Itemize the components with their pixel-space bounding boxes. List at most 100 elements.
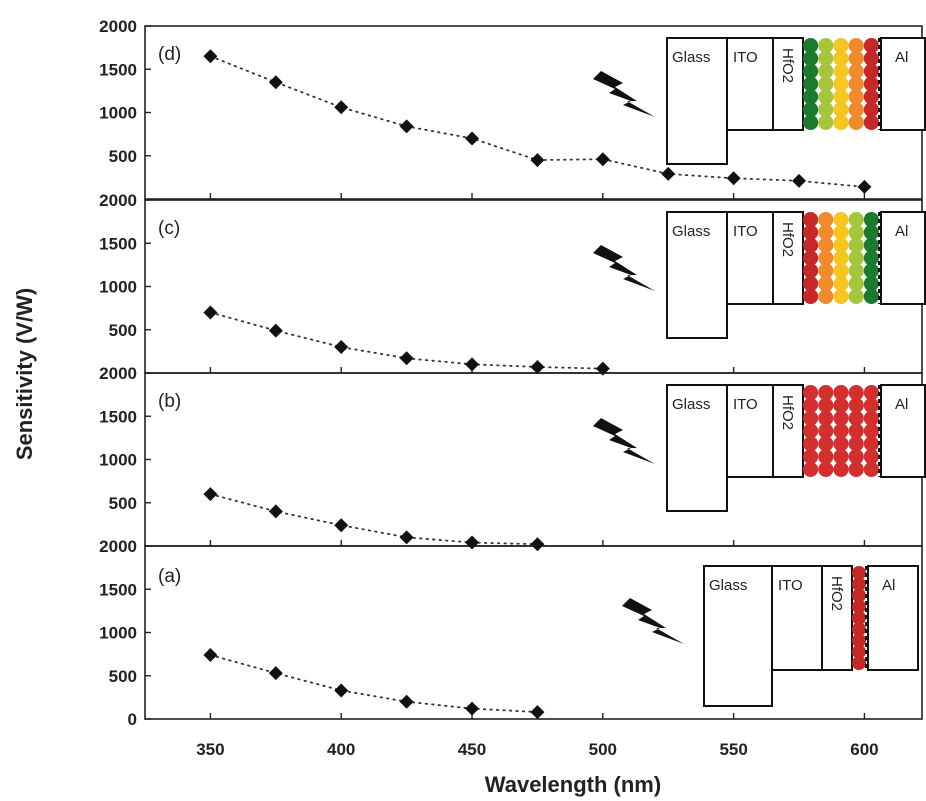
data-point xyxy=(399,119,414,134)
quantum-dot xyxy=(848,114,864,130)
ito-layer xyxy=(726,37,774,131)
quantum-dot xyxy=(803,410,819,426)
quantum-dot xyxy=(863,288,880,304)
quantum-dot xyxy=(848,50,864,66)
x-tick-label: 450 xyxy=(458,740,486,759)
quantum-dot xyxy=(863,224,880,240)
y-tick-label: 0 xyxy=(128,710,137,729)
device-schematic: Glass ITO HfO2 Al xyxy=(666,384,926,512)
quantum-dot xyxy=(833,76,849,92)
quantum-dot xyxy=(818,263,834,279)
quantum-dot xyxy=(863,449,880,465)
panel-label: (c) xyxy=(158,218,180,239)
data-point xyxy=(203,49,218,64)
quantum-dot xyxy=(818,449,834,465)
lightning-icon-shape xyxy=(593,71,655,117)
quantum-dot xyxy=(863,212,880,228)
panel-c: 500 1000 1500 2000 (c) Glass ITO HfO2 Al xyxy=(99,191,926,376)
panel-label: (b) xyxy=(158,391,181,412)
quantum-dot xyxy=(833,410,849,426)
quantum-dot xyxy=(803,461,819,477)
y-tick-label: 500 xyxy=(109,667,137,686)
quantum-dot xyxy=(833,436,849,452)
lightning-icon-shape xyxy=(622,598,684,644)
quantum-dot xyxy=(848,237,864,253)
lightning-icon-shape xyxy=(593,418,655,464)
al-label: Al xyxy=(895,223,908,240)
quantum-dot xyxy=(818,276,834,292)
quantum-dot xyxy=(833,63,849,79)
quantum-dot xyxy=(818,63,834,79)
data-point xyxy=(334,518,349,533)
hfo2-layer xyxy=(772,384,804,478)
quantum-dot xyxy=(848,212,864,228)
panel-b: 500 1000 1500 2000 (b) Glass ITO HfO2 Al xyxy=(99,364,926,552)
panel-a: 0 500 1000 1500 2000 (a) Glass ITO HfO2 Al xyxy=(99,537,923,729)
quantum-dot xyxy=(803,385,819,401)
data-point xyxy=(726,171,741,186)
quantum-dot xyxy=(863,436,880,452)
quantum-dot xyxy=(848,89,864,105)
quantum-dot xyxy=(848,224,864,240)
quantum-dot xyxy=(818,423,834,439)
y-tick-label: 2000 xyxy=(99,191,137,210)
quantum-dot xyxy=(863,250,880,266)
quantum-dot xyxy=(803,423,819,439)
quantum-dot xyxy=(852,611,866,625)
quantum-dot xyxy=(848,449,864,465)
quantum-dot xyxy=(803,102,819,118)
y-tick-label: 500 xyxy=(109,147,137,166)
ito-label: ITO xyxy=(733,49,758,66)
hfo2-label: HfO2 xyxy=(779,395,796,430)
y-tick-label: 1500 xyxy=(99,234,137,253)
quantum-dot xyxy=(818,50,834,66)
quantum-dot xyxy=(863,89,880,105)
quantum-dot xyxy=(852,633,866,648)
quantum-dot xyxy=(833,423,849,439)
quantum-dot xyxy=(833,212,849,228)
x-tick-label: 500 xyxy=(589,740,617,759)
quantum-dot xyxy=(803,250,819,266)
data-point xyxy=(399,530,414,545)
quantum-dot xyxy=(852,577,866,592)
quantum-dot xyxy=(833,263,849,279)
quantum-dot xyxy=(852,566,866,580)
quantum-dot xyxy=(803,224,819,240)
panel-label: (d) xyxy=(158,44,181,65)
quantum-dot xyxy=(803,276,819,292)
quantum-dot xyxy=(852,599,866,614)
data-point xyxy=(465,701,480,716)
hfo2-layer xyxy=(772,211,804,305)
data-point xyxy=(399,351,414,366)
panel-d: 500 1000 1500 2000 (d) Glass ITO HfO2 Al xyxy=(99,17,926,200)
data-point xyxy=(530,153,545,168)
hfo2-label: HfO2 xyxy=(779,48,796,83)
quantum-dot xyxy=(803,237,819,253)
al-layer xyxy=(880,384,926,478)
quantum-dot xyxy=(818,224,834,240)
quantum-dot xyxy=(848,288,864,304)
glass-label: Glass xyxy=(709,577,747,594)
quantum-dot xyxy=(818,114,834,130)
data-point xyxy=(530,359,545,374)
x-tick-label: 550 xyxy=(719,740,747,759)
quantum-dot xyxy=(833,237,849,253)
quantum-dot xyxy=(803,436,819,452)
lightning-icon xyxy=(622,598,684,644)
quantum-dot xyxy=(818,237,834,253)
quantum-dot xyxy=(803,114,819,130)
quantum-dot xyxy=(852,656,866,670)
quantum-dot xyxy=(848,76,864,92)
data-point xyxy=(792,173,807,188)
x-tick-label: 600 xyxy=(850,740,878,759)
quantum-dot xyxy=(803,89,819,105)
device-schematic: Glass ITO HfO2 Al xyxy=(703,565,919,707)
quantum-dot xyxy=(848,385,864,401)
quantum-dot xyxy=(848,276,864,292)
quantum-dot xyxy=(848,461,864,477)
y-tick-label: 500 xyxy=(109,321,137,340)
quantum-dot xyxy=(848,250,864,266)
quantum-dot xyxy=(818,397,834,413)
quantum-dot xyxy=(863,276,880,292)
